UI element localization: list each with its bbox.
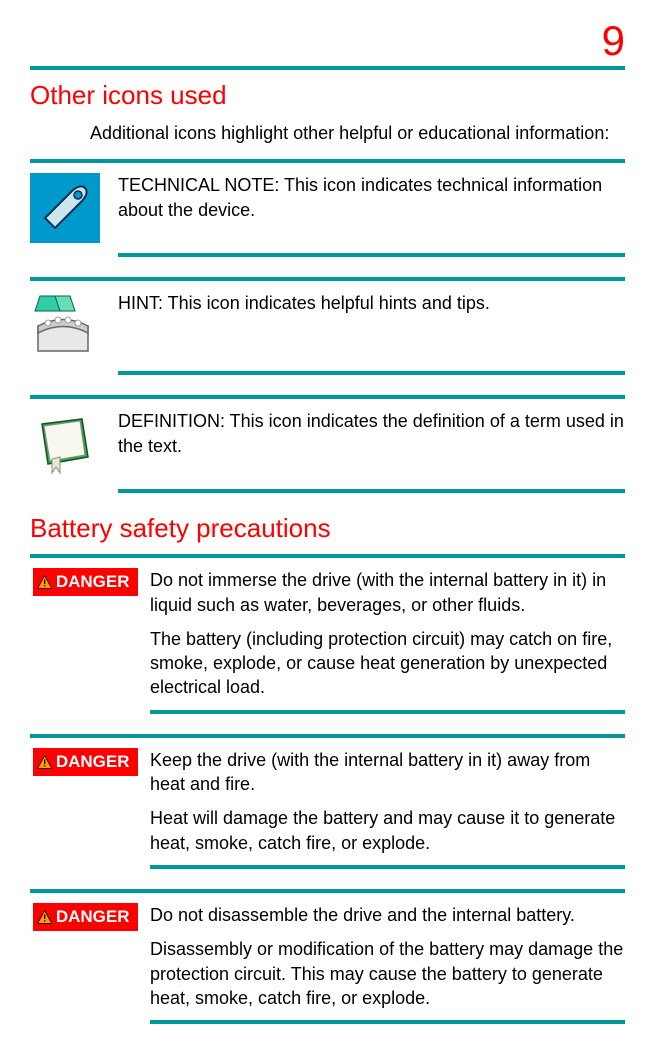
callout-rule-top	[30, 889, 625, 893]
callout-rule-bottom	[118, 489, 625, 493]
warning-triangle-icon	[37, 907, 52, 927]
danger-text: Disassembly or modification of the batte…	[150, 937, 625, 1010]
callout-rule-top	[30, 159, 625, 163]
callout-rule-bottom	[150, 1020, 625, 1024]
callout-text: TECHNICAL NOTE: This icon indicates tech…	[118, 173, 625, 222]
warning-triangle-icon	[37, 572, 52, 592]
callout-hint: HINT: This icon indicates helpful hints …	[30, 277, 625, 375]
wrench-icon	[30, 173, 100, 243]
treasure-chest-icon	[30, 291, 100, 361]
callout-rule-bottom	[150, 865, 625, 869]
section-heading-battery-safety: Battery safety precautions	[30, 513, 625, 544]
callout-text: HINT: This icon indicates helpful hints …	[118, 291, 625, 315]
danger-label: DANGER	[56, 572, 130, 592]
danger-label: DANGER	[56, 907, 130, 927]
top-rule	[30, 66, 625, 70]
callout-technical-note: TECHNICAL NOTE: This icon indicates tech…	[30, 159, 625, 257]
section-heading-other-icons: Other icons used	[30, 80, 625, 111]
danger-text: Heat will damage the battery and may cau…	[150, 806, 625, 855]
danger-text: The battery (including protection circui…	[150, 627, 625, 700]
danger-badge: DANGER	[33, 903, 138, 931]
callout-rule-bottom	[118, 371, 625, 375]
callout-danger-3: DANGER Do not disassemble the drive and …	[30, 889, 625, 1024]
callout-rule-top	[30, 277, 625, 281]
callout-danger-2: DANGER Keep the drive (with the internal…	[30, 734, 625, 869]
page-number: 9	[30, 20, 625, 62]
callout-rule-top	[30, 554, 625, 558]
danger-text: Keep the drive (with the internal batter…	[150, 748, 625, 797]
danger-label: DANGER	[56, 752, 130, 772]
callout-rule-top	[30, 395, 625, 399]
danger-text: Do not disassemble the drive and the int…	[150, 903, 625, 927]
danger-badge: DANGER	[33, 748, 138, 776]
callout-danger-1: DANGER Do not immerse the drive (with th…	[30, 554, 625, 713]
danger-badge: DANGER	[33, 568, 138, 596]
callout-rule-top	[30, 734, 625, 738]
intro-text: Additional icons highlight other helpful…	[90, 121, 625, 145]
callout-rule-bottom	[150, 710, 625, 714]
book-icon	[30, 409, 100, 479]
warning-triangle-icon	[37, 752, 52, 772]
callout-rule-bottom	[118, 253, 625, 257]
callout-definition: DEFINITION: This icon indicates the defi…	[30, 395, 625, 493]
callout-text: DEFINITION: This icon indicates the defi…	[118, 409, 625, 458]
danger-text: Do not immerse the drive (with the inter…	[150, 568, 625, 617]
